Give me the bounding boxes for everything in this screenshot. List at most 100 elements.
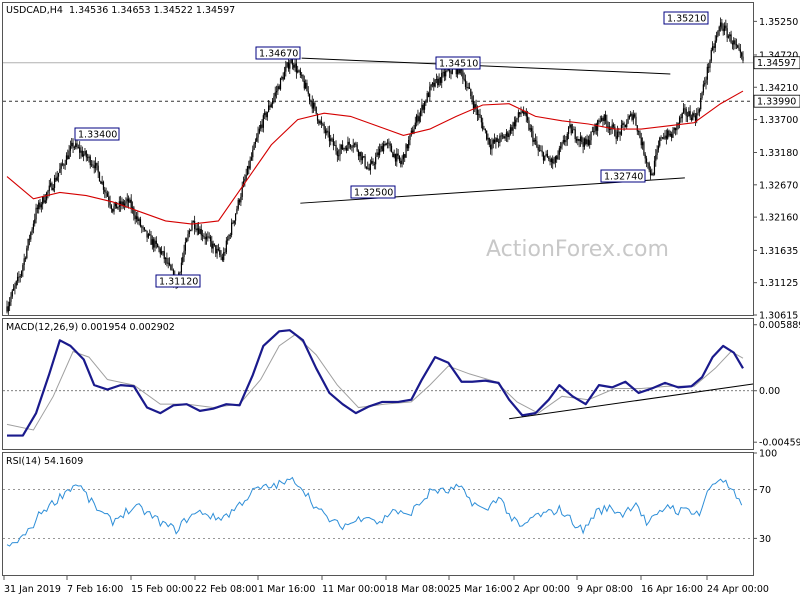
candle-body: [472, 101, 475, 109]
candle-body: [50, 183, 52, 186]
candle-body: [101, 181, 103, 184]
annotation-label: 1.34510: [439, 59, 478, 70]
candle-body: [190, 229, 192, 231]
candle-body: [201, 235, 204, 237]
candle-body: [416, 115, 418, 123]
candle-body: [503, 136, 505, 139]
candle-body: [34, 219, 36, 224]
candle-body: [320, 121, 323, 124]
candle-body: [361, 156, 364, 161]
candle-body: [372, 161, 374, 165]
candle-body: [696, 113, 698, 121]
candle-body: [693, 113, 695, 116]
candle-body: [183, 250, 185, 258]
candle-body: [636, 125, 638, 132]
candle-body: [282, 77, 284, 80]
candle-body: [347, 141, 349, 151]
candle-body: [717, 31, 719, 36]
candle-body: [430, 84, 432, 87]
candle-body: [9, 301, 11, 307]
candle-body: [500, 135, 502, 137]
candle-body: [249, 159, 251, 169]
candle-body: [77, 147, 79, 149]
candle-body: [467, 87, 469, 88]
candle-body: [373, 164, 375, 166]
candle-body: [151, 239, 153, 245]
candle-body: [700, 97, 702, 110]
candle-body: [71, 142, 73, 147]
candle-body: [540, 150, 542, 152]
candle-body: [667, 130, 669, 139]
price-tick-label: 1.34210: [759, 83, 798, 94]
candle-body: [242, 181, 245, 187]
candle-body: [677, 123, 679, 125]
candle-body: [619, 132, 621, 135]
candle-body: [13, 288, 15, 291]
candle-body: [464, 79, 467, 87]
candle-body: [442, 71, 444, 73]
candle-body: [120, 201, 122, 206]
candle-body: [612, 124, 615, 127]
candle-body: [220, 254, 222, 257]
candle-body: [7, 306, 9, 312]
candle-body: [81, 150, 83, 157]
candle-body: [655, 155, 657, 161]
candle-body: [97, 165, 99, 173]
candle-body: [590, 131, 592, 141]
candle-body: [294, 63, 296, 68]
candle-body: [742, 56, 744, 61]
candle-body: [532, 131, 534, 142]
candle-body: [673, 127, 675, 130]
candle-body: [180, 262, 183, 273]
candle-body: [229, 234, 231, 236]
candle-body: [42, 196, 44, 205]
candle-body: [51, 183, 53, 191]
candle-body: [652, 173, 654, 175]
candle-body: [290, 56, 292, 64]
candle-body: [60, 163, 62, 169]
candle-body: [353, 143, 356, 145]
candle-body: [200, 228, 202, 236]
candle-body: [162, 251, 164, 253]
candle-body: [56, 176, 58, 181]
candle-body: [635, 116, 637, 126]
candle-body: [681, 112, 683, 119]
candle-body: [14, 285, 16, 289]
candle-body: [241, 186, 243, 197]
candle-body: [261, 124, 263, 128]
candle-body: [398, 155, 401, 161]
candle-body: [524, 112, 526, 115]
macd-line: [7, 329, 744, 437]
candle-body: [231, 222, 233, 235]
x-tick-label: 1 Mar 16:00: [258, 584, 315, 595]
candle-body: [234, 213, 237, 221]
candle-body: [412, 130, 414, 134]
candle-body: [291, 56, 294, 65]
candle-body: [306, 82, 308, 92]
candle-body: [343, 148, 345, 150]
candle-body: [482, 122, 484, 130]
candle-body: [19, 276, 21, 278]
candle-body: [725, 25, 727, 29]
candle-body: [245, 174, 247, 179]
candle-body: [490, 144, 492, 150]
candle-body: [122, 201, 124, 206]
watermark: ActionForex.com: [486, 237, 669, 262]
candle-body: [279, 78, 282, 90]
candle-body: [521, 111, 523, 113]
candle-body: [256, 137, 258, 142]
candle-body: [73, 147, 75, 148]
candle-body: [419, 110, 422, 117]
candle-body: [301, 74, 303, 76]
candle-body: [582, 142, 584, 147]
current-price-label: 1.34597: [757, 58, 796, 69]
candle-body: [561, 142, 563, 147]
candle-body: [266, 111, 268, 118]
price-tick-label: 1.33180: [759, 148, 798, 159]
candle-body: [495, 138, 497, 143]
candle-body: [574, 129, 576, 140]
candle-body: [581, 136, 583, 143]
candle-body: [569, 124, 571, 128]
candle-body: [76, 143, 78, 148]
candle-body: [93, 165, 95, 169]
